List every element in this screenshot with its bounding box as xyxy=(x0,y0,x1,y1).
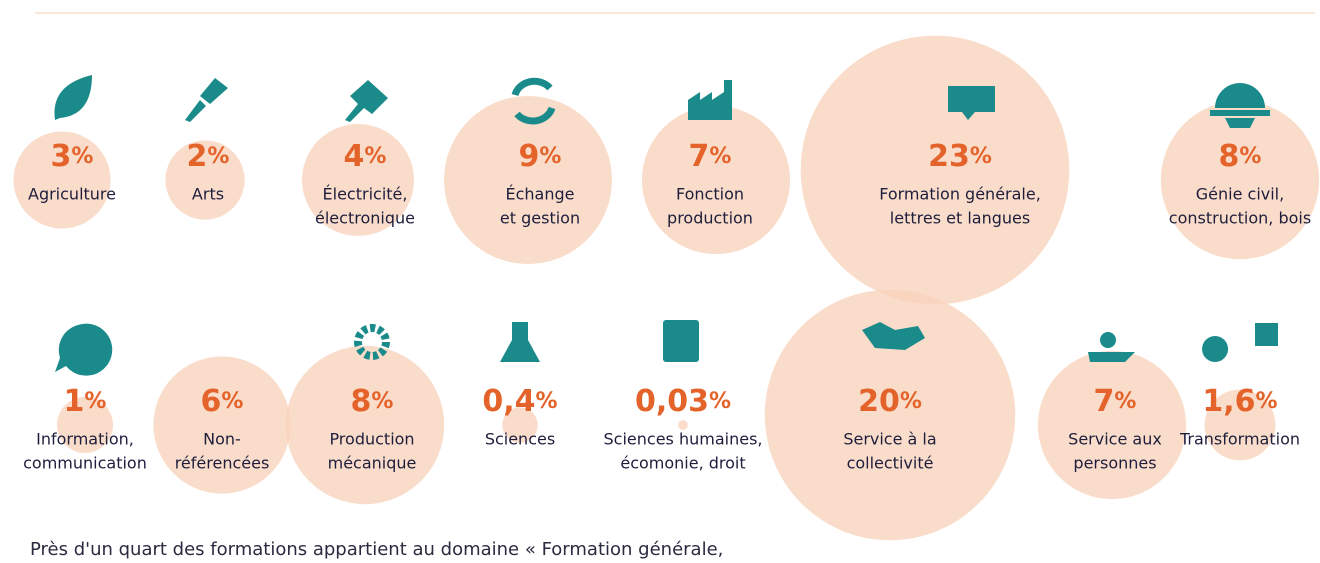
icon-brush xyxy=(185,78,228,122)
bubble xyxy=(641,105,791,255)
value-label: 7% xyxy=(1094,384,1137,419)
bubble xyxy=(13,131,111,229)
category-label: production xyxy=(667,209,753,228)
category-label: Agriculture xyxy=(28,185,116,204)
bubble xyxy=(302,124,414,236)
icon-info xyxy=(55,323,113,376)
value-label: 7% xyxy=(689,139,732,174)
icon-leaf xyxy=(54,75,92,120)
bubble xyxy=(57,397,113,453)
icon-flask xyxy=(500,322,540,362)
category-label: Production xyxy=(329,430,414,449)
value-label: 8% xyxy=(351,384,394,419)
category-label: Service aux xyxy=(1068,430,1162,449)
category-label: Électricité, xyxy=(323,185,408,204)
category-label: écomonie, droit xyxy=(620,454,745,473)
bubble xyxy=(165,140,245,220)
category-label: électronique xyxy=(315,209,415,228)
bubble xyxy=(1037,350,1187,500)
icons xyxy=(54,75,1278,376)
category-label: Non- xyxy=(203,430,241,449)
value-label: 9% xyxy=(519,139,562,174)
value-label: 0,4% xyxy=(482,384,557,419)
category-label: lettres et langues xyxy=(890,209,1030,228)
bubble xyxy=(1160,100,1320,260)
bubble xyxy=(153,356,291,494)
category-label: Génie civil, xyxy=(1196,185,1284,204)
bubble xyxy=(764,289,1016,541)
icon-helmet xyxy=(1210,83,1270,128)
bubble xyxy=(444,96,612,264)
icon-handshake xyxy=(862,322,925,350)
category-label: collectivité xyxy=(847,454,934,473)
category-label: et gestion xyxy=(500,209,580,228)
category-label: Transformation xyxy=(1179,430,1300,449)
category-label: référencées xyxy=(175,454,270,473)
bubble xyxy=(285,345,445,505)
value-label: 8% xyxy=(1219,139,1262,174)
icon-transform xyxy=(1202,323,1278,362)
category-label: Formation générale, xyxy=(879,185,1041,204)
category-label: Fonction xyxy=(676,185,744,204)
bubble xyxy=(502,407,538,443)
bubble xyxy=(1204,389,1276,461)
icon-people xyxy=(1088,332,1135,362)
value-label: 3% xyxy=(51,139,94,174)
value-label: 0,03% xyxy=(635,384,731,419)
category-label: construction, bois xyxy=(1169,209,1311,228)
value-label: 2% xyxy=(187,139,230,174)
value-label: 23% xyxy=(928,139,992,174)
category-label: communication xyxy=(23,454,147,473)
value-label: 1,6% xyxy=(1202,384,1277,419)
category-label: personnes xyxy=(1073,454,1156,473)
category-label: Service à la xyxy=(843,430,936,449)
category-label: mécanique xyxy=(328,454,417,473)
icon-book xyxy=(663,320,699,362)
icon-gear xyxy=(354,324,390,360)
icon-factory xyxy=(688,80,732,120)
note: Près d'un quart des formations appartien… xyxy=(30,539,723,560)
category-label: Arts xyxy=(192,185,224,204)
value-label: 4% xyxy=(344,139,387,174)
bubble xyxy=(678,420,688,430)
category-label: Sciences humaines, xyxy=(604,430,763,449)
value-label: 6% xyxy=(201,384,244,419)
value-label: 1% xyxy=(64,384,107,419)
bubbles xyxy=(13,35,1320,541)
category-label: Échange xyxy=(506,185,575,204)
bubble xyxy=(800,35,1070,305)
category-label: Sciences xyxy=(485,430,555,449)
value-label: 20% xyxy=(858,384,922,419)
icon-plug xyxy=(345,80,388,122)
icon-chat xyxy=(948,86,995,120)
category-label: Information, xyxy=(36,430,134,449)
icon-exchange xyxy=(511,77,556,125)
